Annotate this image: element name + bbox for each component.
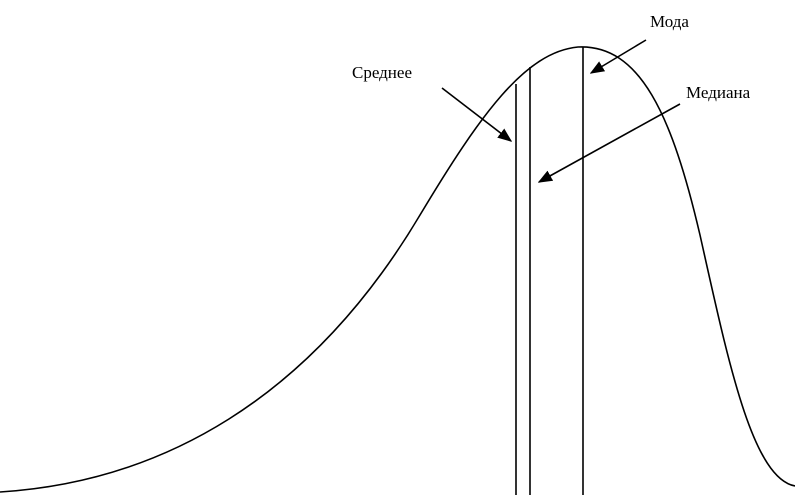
median-arrow (537, 103, 681, 183)
mode-arrow (589, 39, 647, 74)
median-label: Медиана (686, 83, 751, 102)
mean-arrow (441, 87, 513, 142)
mode-label: Мода (650, 12, 689, 31)
mean-label: Среднее (352, 63, 412, 82)
distribution-curve (0, 46, 795, 493)
